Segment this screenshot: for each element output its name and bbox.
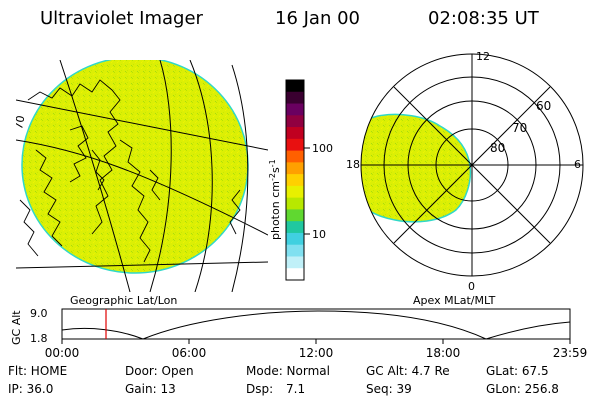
status-dsp-label: Dsp: <box>246 382 273 396</box>
polar-label-6: 6 <box>574 158 581 171</box>
altitude-curve <box>61 310 571 340</box>
status-ip: IP: 36.0 <box>8 382 53 396</box>
status-seq: Seq: 39 <box>366 382 412 396</box>
colorbar-tick-100: 100 <box>312 142 333 155</box>
colorbar-swatch <box>286 221 304 234</box>
date-label: 16 Jan 00 <box>275 8 360 29</box>
aurora-image-polar <box>361 113 472 223</box>
status-mode: Mode: Normal <box>246 364 330 378</box>
altitude-plot: GC Alt 9.0 1.8 00:00 06:00 12:00 18:00 2… <box>10 307 587 360</box>
xtick-0: 00:00 <box>45 346 80 360</box>
status-gc-alt: GC Alt: 4.7 Re <box>366 364 450 378</box>
colorbar-swatch <box>286 127 304 140</box>
geo-caption: Geographic Lat/Lon <box>70 294 177 307</box>
colorbar-tick-10: 10 <box>312 228 326 241</box>
status-glon: GLon: 256.8 <box>486 382 559 396</box>
colorbar-swatch <box>286 197 304 210</box>
colorbar-swatch <box>286 244 304 257</box>
polar-label-12: 12 <box>476 50 490 63</box>
polar-label-80: 80 <box>490 141 505 155</box>
colorbar-swatch <box>286 209 304 222</box>
colorbar-unit-label: photon cm-2s-1 <box>268 159 282 240</box>
xtick-1: 06:00 <box>172 346 207 360</box>
colorbar-swatch <box>286 174 304 187</box>
geo-edge-label: 70 <box>12 114 27 130</box>
status-door: Door: Open <box>125 364 194 378</box>
time-label: 02:08:35 UT <box>428 8 540 29</box>
polar-label-0: 0 <box>468 280 475 293</box>
altitude-ytick-bottom: 1.8 <box>30 332 48 345</box>
colorbar-swatch <box>286 185 304 199</box>
polar-label-60: 60 <box>536 99 551 113</box>
aurora-image-geo <box>21 60 249 274</box>
polar-caption: Apex MLat/MLT <box>413 294 496 307</box>
app-title: Ultraviolet Imager <box>40 8 204 29</box>
colorbar-swatch <box>286 80 304 93</box>
xtick-2: 12:00 <box>299 346 334 360</box>
status-gain: Gain: 13 <box>125 382 176 396</box>
colorbar: 100 10 photon cm-2s-1 <box>268 79 333 281</box>
polar-label-18: 18 <box>346 158 360 171</box>
status-glat: GLat: 67.5 <box>486 364 549 378</box>
colorbar-swatch <box>286 256 304 269</box>
colorbar-swatch <box>286 138 304 152</box>
status-panel: Flt: HOME Door: Open Mode: Normal GC Alt… <box>8 364 559 396</box>
geographic-map: 70 <box>12 60 268 292</box>
polar-label-70: 70 <box>512 121 527 135</box>
colorbar-swatch <box>286 150 304 163</box>
status-dsp-value: 7.1 <box>286 382 305 396</box>
colorbar-swatch <box>286 162 304 175</box>
colorbar-swatch <box>286 115 304 128</box>
polar-map: 12 18 6 0 60 70 80 <box>346 50 584 293</box>
colorbar-swatch <box>286 232 304 246</box>
xtick-3: 18:00 <box>426 346 461 360</box>
colorbar-swatch <box>286 103 304 116</box>
xtick-4: 23:59 <box>553 346 588 360</box>
colorbar-swatch <box>286 91 304 105</box>
status-flt: Flt: HOME <box>8 364 67 378</box>
altitude-ylabel: GC Alt <box>10 310 23 345</box>
altitude-ytick-top: 9.0 <box>30 307 48 320</box>
colorbar-swatch <box>286 268 304 281</box>
